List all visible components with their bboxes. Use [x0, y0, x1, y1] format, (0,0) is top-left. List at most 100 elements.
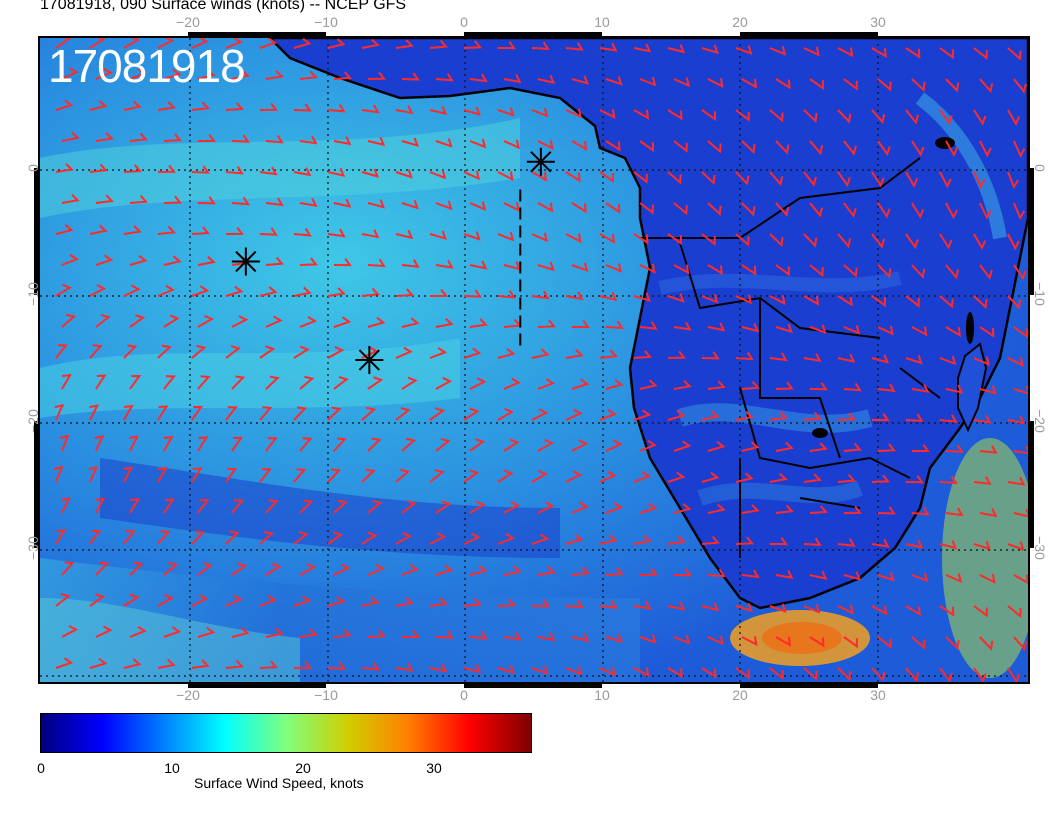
wind-barb	[667, 667, 683, 678]
wind-barb	[463, 289, 482, 298]
wind-barb	[565, 349, 584, 359]
wind-barb	[395, 288, 414, 297]
wind-barb	[837, 538, 856, 547]
wind-barb	[191, 405, 204, 421]
lon-tick-label: 10	[594, 14, 610, 30]
wind-barb	[939, 355, 957, 366]
wind-barb	[741, 381, 760, 390]
wind-barb	[605, 567, 624, 576]
wind-barb	[55, 163, 74, 173]
wind-barb	[843, 325, 861, 335]
wind-barb	[259, 286, 278, 297]
wind-barb	[163, 561, 179, 576]
wind-barb	[673, 140, 688, 153]
wind-barb	[979, 573, 996, 584]
wind-barb	[95, 374, 107, 390]
axis-edge-mark	[464, 684, 602, 688]
wind-barb	[429, 663, 448, 673]
wind-barb	[565, 291, 584, 301]
wind-barb	[497, 107, 515, 117]
wind-barb	[633, 233, 649, 245]
wind-barb	[157, 101, 176, 111]
wind-barb	[197, 562, 213, 576]
wind-barb	[871, 667, 886, 682]
wind-barb	[163, 255, 182, 266]
wind-barb	[333, 198, 352, 208]
wind-barb	[265, 135, 284, 144]
wind-barb	[327, 531, 344, 545]
wind-barb	[735, 351, 754, 361]
wind-barb	[497, 598, 516, 607]
wind-barb	[945, 444, 964, 453]
wind-barb	[157, 530, 171, 545]
wind-barb	[599, 233, 616, 244]
wind-barb	[775, 570, 794, 579]
wind-barb	[979, 636, 994, 651]
wind-barb	[673, 440, 692, 452]
wind-barb	[361, 346, 379, 359]
wind-barb	[129, 498, 141, 514]
wind-barb	[741, 504, 760, 514]
wind-barb	[803, 46, 820, 57]
wind-barb	[973, 233, 987, 251]
wind-barb	[565, 599, 584, 609]
wind-barb	[605, 263, 623, 273]
wind-barb	[163, 375, 176, 390]
wind-barb	[639, 321, 658, 330]
wind-barb	[707, 322, 726, 332]
wind-barb	[1013, 202, 1026, 220]
wind-barb	[775, 504, 794, 514]
wind-barb	[89, 38, 106, 49]
wind-barb	[157, 344, 172, 359]
strong-wind-area	[942, 438, 1028, 678]
wind-barb	[333, 316, 352, 328]
wind-barb	[469, 438, 486, 452]
wind-barb	[979, 202, 992, 220]
wind-map[interactable]	[38, 36, 1030, 684]
wind-barb	[293, 103, 312, 112]
wind-barb	[89, 284, 107, 297]
wind-barb	[633, 534, 652, 545]
wind-barb	[741, 441, 760, 452]
wind-barb	[945, 202, 958, 220]
wind-barb	[531, 533, 550, 545]
wind-barb	[979, 326, 995, 338]
wind-barb	[395, 596, 414, 607]
wind-map-canvas	[40, 38, 1028, 682]
wind-barb	[265, 256, 284, 266]
wind-barb	[503, 438, 520, 452]
wind-barb	[809, 636, 825, 648]
wind-barb	[809, 570, 828, 580]
wind-barb	[735, 109, 750, 122]
wind-barb	[803, 353, 822, 362]
wind-barb	[905, 605, 921, 617]
wind-barb	[231, 196, 250, 206]
lon-tick-label: 20	[732, 14, 748, 30]
wind-barb	[265, 315, 283, 328]
wind-barb	[639, 76, 657, 87]
wind-barb	[231, 562, 248, 576]
wind-barb	[537, 261, 555, 272]
wind-barb	[673, 321, 692, 331]
wind-swath	[40, 598, 300, 682]
wind-barb	[877, 636, 892, 649]
wind-barb	[163, 435, 174, 452]
wind-barb	[905, 667, 920, 682]
wind-barb	[61, 131, 80, 142]
wind-barb	[605, 502, 624, 514]
wind-barb	[435, 72, 454, 82]
wind-barb	[259, 38, 278, 49]
wind-barb	[843, 140, 857, 156]
wind-barb	[497, 664, 515, 675]
wind-barb	[327, 468, 342, 483]
wind-barb	[939, 667, 953, 682]
wind-barb	[1007, 171, 1019, 190]
wind-barb	[55, 592, 71, 607]
wind-barb	[129, 435, 139, 452]
colorbar-tick-label: 10	[164, 760, 180, 776]
wind-barb	[599, 408, 618, 421]
wind-barb	[259, 345, 276, 359]
wind-barb	[599, 534, 618, 545]
wind-barb	[333, 376, 349, 390]
wind-barb	[871, 354, 890, 364]
